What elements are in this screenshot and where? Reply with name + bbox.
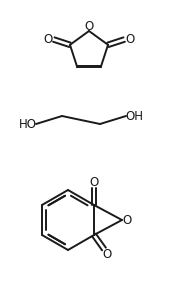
Text: O: O: [123, 213, 132, 227]
Text: OH: OH: [125, 109, 143, 123]
Text: O: O: [84, 19, 94, 33]
Text: O: O: [89, 176, 99, 189]
Text: O: O: [102, 248, 112, 260]
Text: O: O: [125, 33, 134, 46]
Text: HO: HO: [19, 118, 37, 130]
Text: O: O: [44, 33, 53, 46]
